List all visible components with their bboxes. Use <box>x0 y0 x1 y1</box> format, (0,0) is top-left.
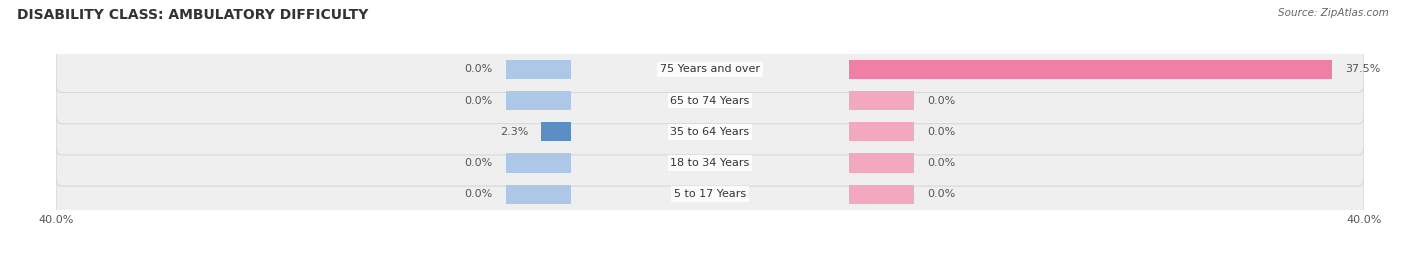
Bar <box>506 153 571 173</box>
Legend: Male, Female: Male, Female <box>648 266 772 269</box>
Text: 35 to 64 Years: 35 to 64 Years <box>671 127 749 137</box>
Text: 0.0%: 0.0% <box>464 158 492 168</box>
Bar <box>849 122 914 141</box>
Text: 0.0%: 0.0% <box>464 95 492 106</box>
Text: 0.0%: 0.0% <box>928 189 956 199</box>
Text: 0.0%: 0.0% <box>928 158 956 168</box>
Text: 0.0%: 0.0% <box>928 127 956 137</box>
Text: 75 Years and over: 75 Years and over <box>659 64 761 75</box>
Bar <box>849 91 914 110</box>
FancyBboxPatch shape <box>56 171 1364 217</box>
Bar <box>506 91 571 110</box>
Bar <box>506 185 571 204</box>
Text: 18 to 34 Years: 18 to 34 Years <box>671 158 749 168</box>
Bar <box>849 60 1331 79</box>
Bar <box>849 153 914 173</box>
FancyBboxPatch shape <box>56 77 1364 124</box>
Text: 2.3%: 2.3% <box>501 127 529 137</box>
Bar <box>541 122 571 141</box>
FancyBboxPatch shape <box>56 109 1364 155</box>
Text: DISABILITY CLASS: AMBULATORY DIFFICULTY: DISABILITY CLASS: AMBULATORY DIFFICULTY <box>17 8 368 22</box>
Text: 0.0%: 0.0% <box>464 64 492 75</box>
Text: 65 to 74 Years: 65 to 74 Years <box>671 95 749 106</box>
Bar <box>849 185 914 204</box>
FancyBboxPatch shape <box>56 46 1364 93</box>
Text: 37.5%: 37.5% <box>1344 64 1381 75</box>
Text: 5 to 17 Years: 5 to 17 Years <box>673 189 747 199</box>
Text: 0.0%: 0.0% <box>464 189 492 199</box>
FancyBboxPatch shape <box>56 140 1364 186</box>
Text: 0.0%: 0.0% <box>928 95 956 106</box>
Text: Source: ZipAtlas.com: Source: ZipAtlas.com <box>1278 8 1389 18</box>
Bar <box>506 60 571 79</box>
